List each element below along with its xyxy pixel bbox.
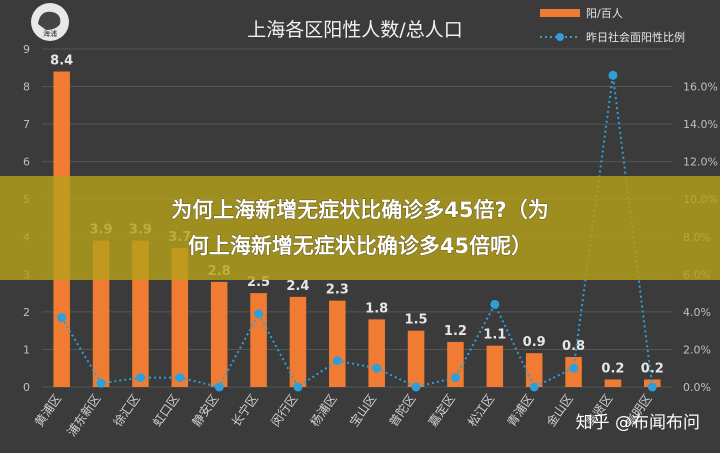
y-left-tick-label: 9	[23, 43, 30, 56]
y-left-tick-label: 8	[23, 81, 30, 94]
y-right-tick-label: 0.0%	[683, 381, 711, 394]
logo: 海浦	[31, 3, 69, 41]
bar-data-label: 2.3	[326, 283, 349, 298]
bar	[407, 330, 425, 387]
bar	[171, 248, 189, 387]
bar	[210, 281, 228, 387]
bar	[368, 319, 385, 387]
bird-icon	[38, 11, 61, 30]
bar-data-label: 0.2	[601, 361, 624, 376]
headline-banner	[0, 176, 720, 280]
line-series	[57, 70, 657, 392]
line-point	[569, 363, 579, 373]
bar	[289, 296, 307, 387]
watermark: 知乎 @布闻布问	[576, 413, 700, 433]
bar-data-label: 1.5	[405, 313, 428, 328]
bar-data-label: 1.8	[365, 301, 388, 316]
y-left-tick-label: 6	[23, 156, 30, 169]
bar	[329, 300, 346, 387]
line-path	[60, 75, 654, 389]
line-point	[254, 309, 264, 319]
line-point	[175, 373, 185, 383]
bar-data-label: 1.2	[444, 324, 467, 339]
headline-line-1: 为何上海新增无症状比确诊多45倍?（为	[171, 198, 548, 222]
y-right-tick-label: 2.0%	[683, 343, 711, 356]
bar-data-label: 0.8	[562, 339, 585, 354]
line-point	[57, 313, 67, 323]
line-point	[608, 70, 618, 80]
y-left-tick-label: 2	[23, 306, 30, 319]
legend-bar-label: 阳/百人	[586, 7, 623, 20]
y-left-tick-label: 0	[23, 381, 30, 394]
y-right-tick-label: 14.0%	[683, 118, 718, 131]
legend-line-label: 昨日社会面阳性比例	[586, 30, 685, 44]
line-point	[332, 356, 342, 366]
y-right-tick-label: 4.0%	[683, 306, 711, 319]
bar	[604, 379, 622, 387]
chart-title: 上海各区阳性人数/总人口	[247, 19, 462, 41]
y-left-tick-label: 7	[23, 118, 30, 131]
bar-data-label: 2.4	[286, 279, 309, 294]
line-point	[96, 378, 106, 388]
line-point	[372, 363, 382, 373]
y-right-tick-label: 16.0%	[683, 81, 718, 94]
line-point	[529, 382, 539, 392]
bar	[525, 353, 543, 387]
legend-bar-swatch	[540, 9, 580, 17]
bar	[486, 345, 504, 387]
line-point	[450, 373, 460, 383]
bar	[250, 293, 267, 387]
line-point	[293, 382, 303, 392]
y-right-tick-label: 12.0%	[683, 156, 718, 169]
line-point	[135, 373, 145, 383]
line-point	[214, 382, 224, 392]
legend-line-marker	[556, 33, 564, 41]
bar-data-label: 0.2	[641, 361, 664, 376]
line-point	[490, 299, 500, 309]
logo-text: 海浦	[43, 29, 57, 38]
line-point	[647, 382, 657, 392]
bar-data-label: 8.4	[50, 54, 73, 69]
bar-data-label: 1.1	[483, 328, 506, 343]
headline-line-2: 何上海新增无症状比确诊多45倍呢）	[188, 234, 532, 258]
legend: 阳/百人 昨日社会面阳性比例	[540, 7, 685, 44]
line-point	[411, 382, 421, 392]
y-left-tick-label: 1	[23, 343, 30, 356]
bar	[447, 341, 464, 387]
bar-data-label: 0.9	[523, 335, 546, 350]
